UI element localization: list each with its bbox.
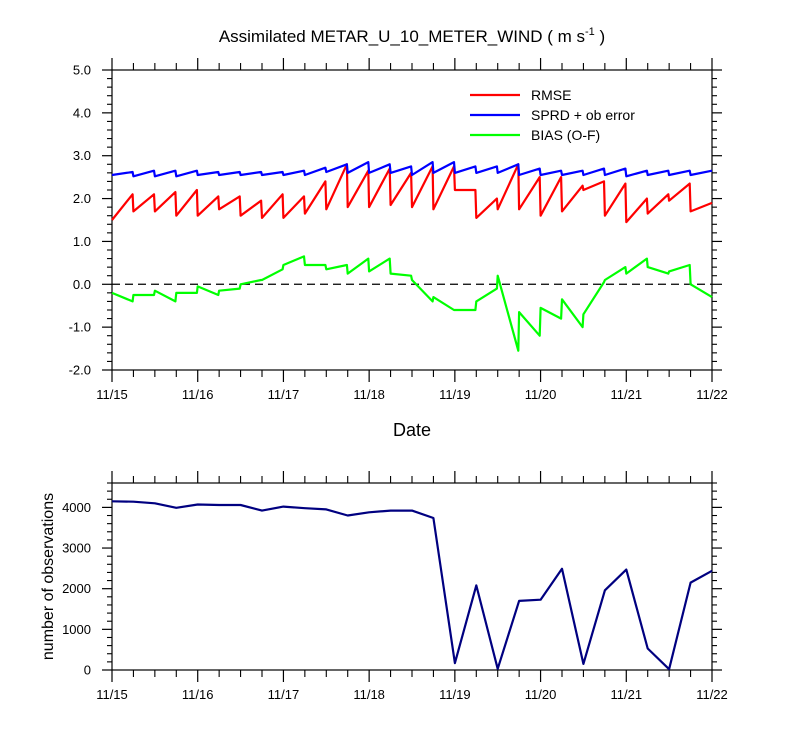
- top-x-tick-label: 11/19: [439, 387, 471, 402]
- bottom-y-tick-label: 4000: [62, 500, 91, 515]
- top-x-tick-label: 11/20: [525, 387, 557, 402]
- top-y-tick-label: 5.0: [73, 63, 91, 78]
- top-y-axis: 5.0 4.0 3.0 2.0 1.0 0.0 -1.0 -2.0: [69, 63, 722, 378]
- top-x-tick-label: 11/17: [268, 387, 300, 402]
- bottom-y-tick-label: 1000: [62, 622, 91, 637]
- top-x-tick-label: 11/18: [353, 387, 385, 402]
- top-y-tick-label: 3.0: [73, 148, 91, 163]
- bottom-x-tick-label: 11/20: [525, 687, 557, 702]
- top-x-axis: 11/15 11/16 11/17 11/18 11/19 11/20 11/21 11/22: [96, 58, 728, 402]
- legend-label-bias-o-f: BIAS (O-F): [531, 127, 600, 143]
- bottom-y-tick-label: 2000: [62, 581, 91, 596]
- top-x-tick-label: 11/15: [96, 387, 128, 402]
- legend: RMSE SPRD + ob error BIAS (O-F): [470, 87, 635, 143]
- top-y-tick-label: -1.0: [69, 320, 91, 335]
- bottom-y-axis: 4000 3000 2000 1000 0: [62, 482, 722, 678]
- top-series-rmse-line: [111, 163, 713, 224]
- top-series-bias-o-f-line: [111, 255, 713, 352]
- bottom-series-observations-line: [111, 500, 713, 671]
- bottom-series-group: [111, 500, 713, 671]
- top-y-tick-label: 0.0: [73, 277, 91, 292]
- bottom-x-tick-label: 11/15: [96, 687, 128, 702]
- top-y-tick-label: 2.0: [73, 191, 91, 206]
- top-chart-panel: 5.04.03.02.01.00.0-1.0-2.0 11/15 11/16 11/…: [69, 58, 728, 440]
- top-x-tick-label: 11/16: [182, 387, 214, 402]
- legend-label-sprd-ob-error: SPRD + ob error: [531, 107, 635, 123]
- y-axis-label: number of observations: [40, 493, 57, 660]
- top-y-tick-label: 4.0: [73, 105, 91, 120]
- top-series-sprd-ob-error-line: [111, 161, 713, 178]
- bottom-x-tick-label: 11/19: [439, 687, 471, 702]
- top-y-tick-label: -2.0: [69, 363, 91, 378]
- bottom-x-tick-label: 11/21: [610, 687, 642, 702]
- top-x-tick-label: 11/21: [610, 387, 642, 402]
- bottom-x-tick-label: 11/17: [268, 687, 300, 702]
- x-axis-label: Date: [393, 420, 431, 440]
- bottom-x-tick-label: 11/16: [182, 687, 214, 702]
- top-series-group: [111, 161, 713, 352]
- legend-label-rmse: RMSE: [531, 87, 571, 103]
- bottom-y-tick-label: 0: [84, 663, 91, 678]
- bottom-y-tick-label: 3000: [62, 541, 91, 556]
- bottom-x-tick-label: 11/18: [353, 687, 385, 702]
- top-y-tick-label: 1.0: [73, 234, 91, 249]
- chart-title: Assimilated METAR_U_10_METER_WIND ( m s-…: [219, 26, 605, 46]
- top-x-tick-label: 11/22: [696, 387, 728, 402]
- bottom-x-axis: 11/15 11/16 11/17 11/18 11/19 11/20 11/21 11/22: [96, 471, 728, 702]
- bottom-x-tick-label: 11/22: [696, 687, 728, 702]
